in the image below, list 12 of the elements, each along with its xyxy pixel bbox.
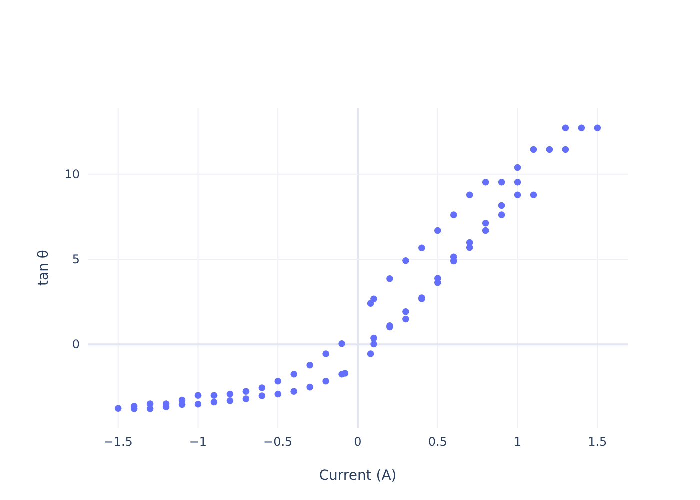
x-tick-label: −1 xyxy=(189,435,208,449)
y-tick-label: 0 xyxy=(72,338,80,352)
y-tick-label: 10 xyxy=(64,167,80,182)
x-tick-label: −0.5 xyxy=(264,435,293,449)
y-axis-title: tan θ xyxy=(36,250,52,286)
y-tick-label: 5 xyxy=(72,252,80,266)
x-tick-label: 0.5 xyxy=(428,435,448,449)
x-tick-label: 0 xyxy=(354,435,362,449)
x-axis-title: Current (A) xyxy=(319,468,397,484)
x-tick-label: −1.5 xyxy=(104,435,133,449)
x-tick-label: 1.5 xyxy=(588,435,608,449)
x-tick-label: 1 xyxy=(514,435,522,449)
